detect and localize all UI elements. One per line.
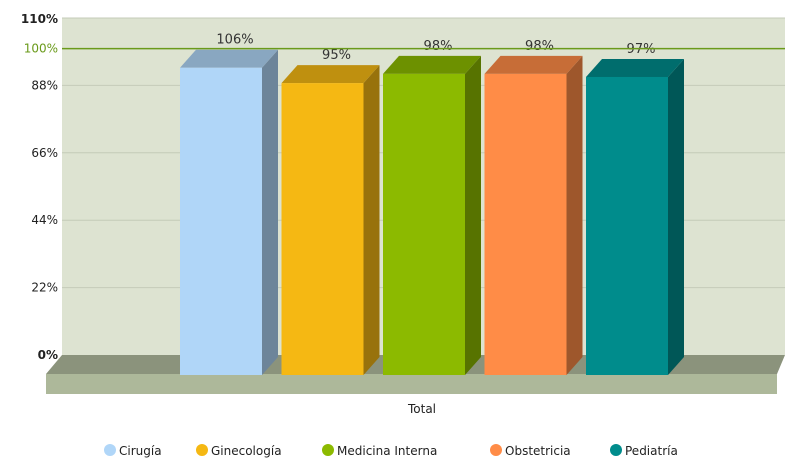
bar-5-side	[668, 58, 684, 375]
bar-1-top	[180, 49, 278, 68]
legend-label-2: Ginecología	[211, 444, 282, 458]
legend-label-1: Cirugía	[119, 444, 162, 458]
y-tick-label-0: 0%	[38, 348, 58, 362]
bar-2	[281, 65, 380, 375]
legend-label-3: Medicina Interna	[337, 444, 437, 458]
bar-4-side	[566, 55, 583, 375]
bar-2-top	[281, 65, 380, 84]
bar-5-top	[586, 58, 684, 77]
data-label-1: 106%	[216, 33, 253, 48]
data-label-4: 98%	[525, 39, 554, 54]
bar-3-front	[383, 73, 465, 375]
y-tick-label-3: 66%	[31, 146, 58, 160]
legend-swatch-3	[322, 444, 334, 456]
legend-swatch-4	[490, 444, 502, 456]
data-label-2: 95%	[322, 48, 351, 63]
legend-label-5: Pediatría	[625, 444, 678, 458]
bar-4-top	[484, 55, 583, 74]
legend-swatch-5	[610, 444, 622, 456]
bar-3	[383, 55, 481, 375]
legend-swatch-1	[104, 444, 116, 456]
y-tick-label-4: 88%	[31, 78, 58, 92]
y-tick-label-5: 100%	[24, 42, 58, 56]
bar-4	[484, 55, 583, 375]
bar-5	[586, 58, 684, 375]
bar-5-front	[586, 76, 668, 375]
bar-2-front	[281, 83, 364, 375]
legend-swatch-2	[196, 444, 208, 456]
bar-1	[180, 49, 278, 376]
bar-1-front	[180, 67, 262, 376]
data-label-3: 98%	[424, 39, 453, 54]
bar-4-front	[484, 73, 567, 375]
y-tick-label-2: 44%	[31, 213, 58, 227]
bar-1-side	[262, 49, 278, 376]
y-tick-label-6: 110%	[21, 12, 58, 26]
bar-2-side	[363, 65, 380, 375]
floor-front	[46, 374, 777, 394]
bar-3-side	[465, 55, 481, 375]
x-tick-label-0: Total	[407, 402, 436, 416]
data-label-5: 97%	[627, 42, 656, 57]
legend-label-4: Obstetricia	[505, 444, 571, 458]
y-tick-label-1: 22%	[31, 281, 58, 295]
bar-3-top	[383, 55, 481, 74]
